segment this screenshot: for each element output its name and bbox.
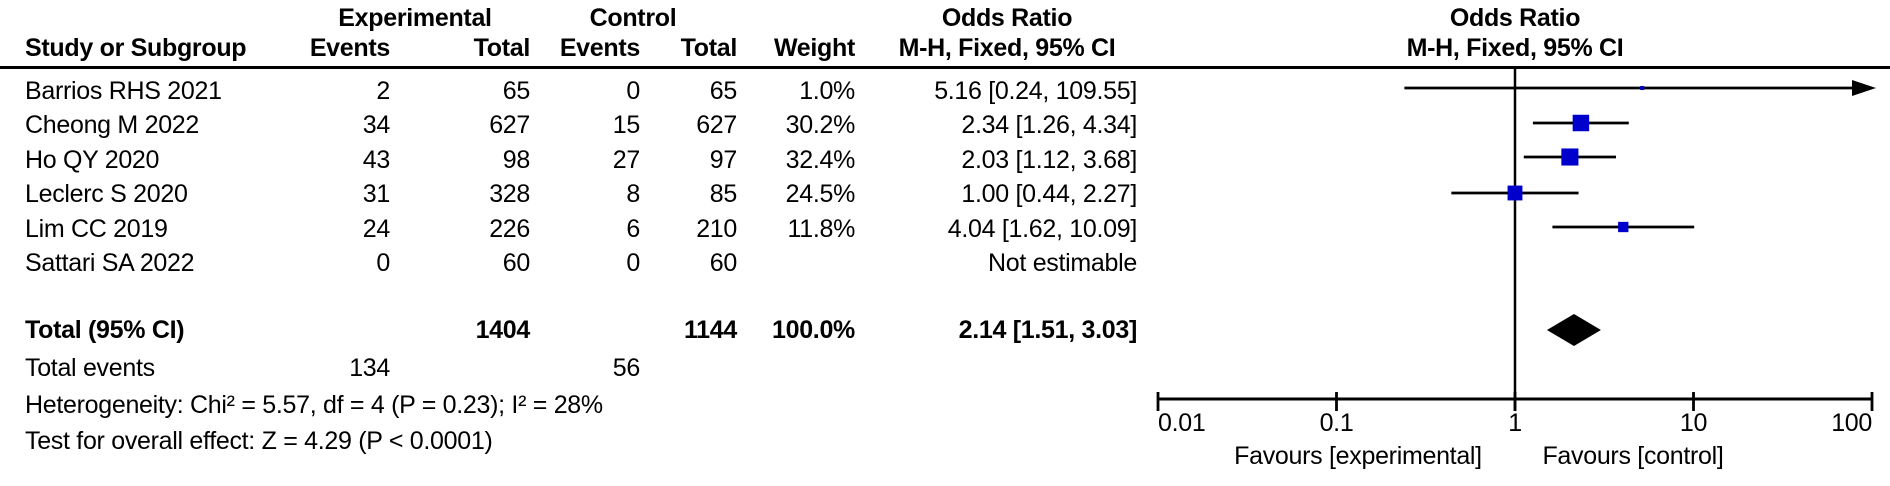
total-weight: 100.0%: [772, 316, 855, 344]
study-name: Cheong M 2022: [25, 111, 200, 139]
exp-events: 31: [362, 180, 391, 208]
odds-ratio-marker: [1640, 86, 1645, 90]
exp-total: 65: [502, 77, 531, 105]
total-events-row: Total events 134 56: [0, 353, 1890, 383]
exp-events: 34: [362, 111, 391, 139]
ctrl-events: 27: [612, 146, 641, 174]
odds-ratio-marker: [1561, 148, 1579, 166]
exp-events: 0: [376, 249, 390, 277]
weight: 32.4%: [785, 146, 856, 174]
table-row: Lim CC 2019 24 226 6 210 11.8% 4.04 [1.6…: [0, 214, 1890, 244]
total-events-label: Total events: [25, 354, 155, 382]
odds-ratio-ci: 2.34 [1.26, 4.34]: [961, 111, 1137, 139]
study-name: Barrios RHS 2021: [25, 77, 222, 105]
ctrl-events: 0: [626, 77, 640, 105]
odds-ratio-marker: [1572, 114, 1590, 132]
axis-tick-label: 10: [1679, 409, 1708, 437]
total-ctrl-total: 1144: [683, 316, 737, 344]
total-events-exp: 134: [349, 354, 390, 382]
header-ctrl-events: Events: [559, 34, 640, 62]
table-header-row: Study or Subgroup Events Total Events To…: [0, 33, 1890, 63]
header-mh-ci: M-H, Fixed, 95% CI: [898, 34, 1116, 62]
total-odds-ratio-ci: 2.14 [1.51, 3.03]: [958, 316, 1138, 344]
table-row: Sattari SA 2022 0 60 0 60 Not estimable: [0, 248, 1890, 278]
ctrl-total: 210: [696, 215, 737, 243]
exp-total: 98: [502, 146, 531, 174]
total-row: Total (95% CI) 1404 1144 100.0% 2.14 [1.…: [0, 315, 1890, 345]
ctrl-events: 6: [626, 215, 640, 243]
table-row: Leclerc S 2020 31 328 8 85 24.5% 1.00 [0…: [0, 179, 1890, 209]
ctrl-total: 627: [696, 111, 737, 139]
exp-total: 627: [489, 111, 530, 139]
column-group-odds-ratio: Odds Ratio: [941, 4, 1073, 32]
total-label: Total (95% CI): [25, 316, 185, 344]
ctrl-events: 0: [626, 249, 640, 277]
ctrl-total: 60: [709, 249, 738, 277]
header-ctrl-total: Total: [680, 34, 738, 62]
axis-tick-label: 100: [1831, 409, 1872, 437]
header-exp-events: Events: [309, 34, 390, 62]
total-exp-total: 1404: [475, 316, 531, 344]
favours-experimental-label: Favours [experimental]: [1234, 442, 1482, 470]
column-group-experimental: Experimental: [338, 4, 492, 32]
study-name: Lim CC 2019: [25, 215, 168, 243]
weight: 30.2%: [785, 111, 856, 139]
table-row: Ho QY 2020 43 98 27 97 32.4% 2.03 [1.12,…: [0, 145, 1890, 175]
plot-title-odds-ratio: Odds Ratio: [1449, 4, 1581, 32]
plot-subtitle-mh-ci: M-H, Fixed, 95% CI: [1406, 34, 1624, 62]
study-name: Ho QY 2020: [25, 146, 160, 174]
header-exp-total: Total: [473, 34, 531, 62]
ctrl-events: 15: [612, 111, 641, 139]
header-study: Study or Subgroup: [25, 34, 247, 62]
column-group-control: Control: [589, 4, 677, 32]
odds-ratio-ci: 4.04 [1.62, 10.09]: [947, 215, 1138, 243]
study-name: Leclerc S 2020: [25, 180, 188, 208]
weight: 24.5%: [785, 180, 856, 208]
table-row: Cheong M 2022 34 627 15 627 30.2% 2.34 […: [0, 110, 1890, 140]
exp-total: 328: [489, 180, 530, 208]
ctrl-events: 8: [626, 180, 640, 208]
total-diamond: [1546, 314, 1601, 346]
axis-tick-label: 0.1: [1319, 409, 1354, 437]
study-name: Sattari SA 2022: [25, 249, 195, 277]
axis-tick-label: 1: [1508, 409, 1522, 437]
axis-tick-label: 0.01: [1158, 409, 1206, 437]
weight: 1.0%: [799, 77, 855, 105]
odds-ratio-ci: 5.16 [0.24, 109.55]: [934, 77, 1137, 105]
exp-events: 43: [362, 146, 391, 174]
header-weight: Weight: [773, 34, 855, 62]
exp-events: 24: [362, 215, 391, 243]
odds-ratio-ci: Not estimable: [988, 249, 1137, 277]
ctrl-total: 65: [709, 77, 738, 105]
favours-control-label: Favours [control]: [1542, 442, 1724, 470]
exp-total: 226: [489, 215, 530, 243]
odds-ratio-marker: [1507, 185, 1523, 201]
ctrl-total: 85: [709, 180, 738, 208]
heterogeneity-stats: Heterogeneity: Chi² = 5.57, df = 4 (P = …: [25, 391, 603, 419]
odds-ratio-ci: 1.00 [0.44, 2.27]: [961, 180, 1137, 208]
ctrl-total: 97: [709, 146, 738, 174]
odds-ratio-marker: [1618, 221, 1629, 233]
table-row: Barrios RHS 2021 2 65 0 65 1.0% 5.16 [0.…: [0, 76, 1890, 106]
exp-events: 2: [376, 77, 390, 105]
weight: 11.8%: [787, 215, 855, 243]
exp-total: 60: [502, 249, 531, 277]
overall-effect-stats: Test for overall effect: Z = 4.29 (P < 0…: [25, 427, 493, 455]
total-events-ctrl: 56: [612, 354, 641, 382]
odds-ratio-ci: 2.03 [1.12, 3.68]: [961, 146, 1137, 174]
